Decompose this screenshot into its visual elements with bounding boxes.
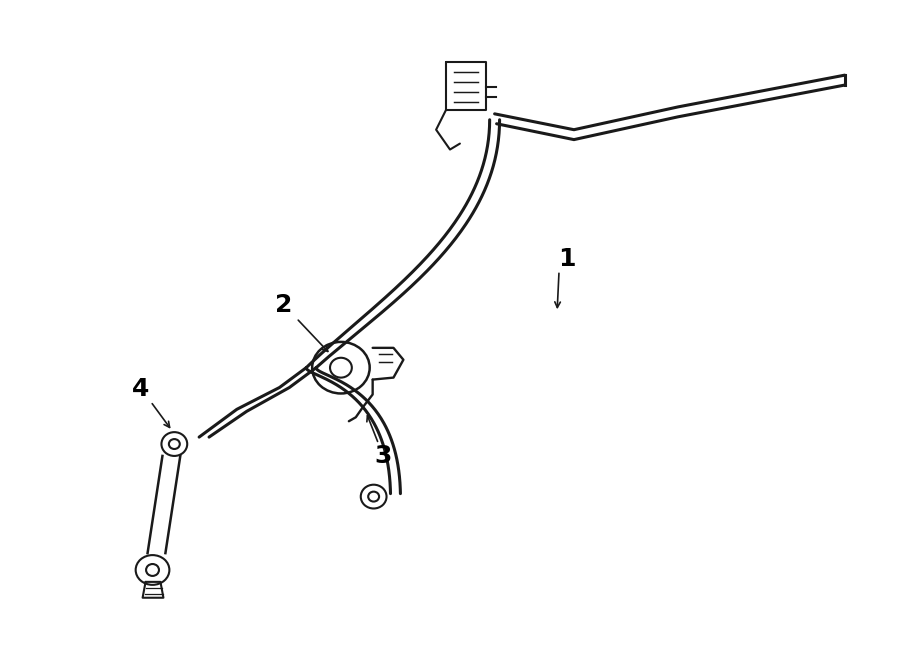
Text: 2: 2 (274, 293, 292, 317)
Text: 1: 1 (558, 247, 576, 270)
Text: 3: 3 (374, 444, 392, 468)
Text: 4: 4 (132, 377, 149, 401)
